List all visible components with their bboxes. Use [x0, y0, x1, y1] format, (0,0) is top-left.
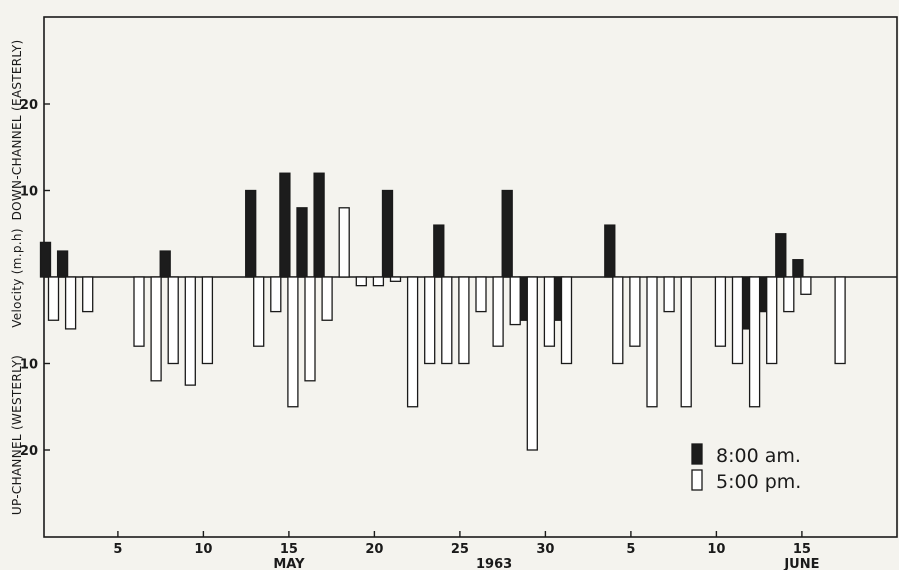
axis-title-down-channel: DOWN-CHANNEL (EASTERLY) — [10, 40, 24, 221]
legend-swatch-5pm — [691, 469, 703, 491]
bar-5pm — [509, 276, 521, 326]
bar-5pm — [406, 276, 419, 408]
x-tick-label: 25 — [451, 542, 469, 557]
x-tick-label: 5 — [113, 542, 122, 557]
bar-5pm — [612, 276, 624, 365]
bar-8am — [56, 250, 69, 278]
bar-8am — [296, 207, 308, 278]
x-tick-label: 10 — [707, 542, 725, 557]
bar-5pm — [424, 276, 436, 365]
year-label: 1963 — [476, 557, 512, 570]
bar-8am — [792, 259, 804, 278]
bar-5pm — [543, 276, 556, 347]
x-tick-label: 15 — [280, 542, 298, 557]
bar-8am — [279, 172, 291, 278]
x-tick-label: 5 — [626, 542, 635, 557]
bar-5pm — [526, 276, 538, 451]
bar-5pm — [184, 276, 196, 386]
bar-8am — [159, 250, 171, 278]
bar-8am — [604, 224, 616, 278]
bar-8am — [245, 189, 257, 278]
bar-5pm — [458, 276, 470, 365]
month-label: MAY — [273, 557, 305, 570]
bar-5pm — [64, 276, 77, 330]
bar-5pm — [800, 276, 812, 295]
bar-5pm — [834, 276, 846, 365]
bar-5pm — [82, 276, 94, 313]
bar-5pm — [629, 276, 641, 347]
bar-5pm — [731, 276, 744, 365]
bar-5pm — [304, 276, 316, 382]
bar-8am — [313, 172, 325, 278]
bar-5pm — [783, 276, 795, 313]
bar-5pm — [560, 276, 573, 365]
axis-title-velocity: Velocity (m.p.h) — [10, 228, 24, 328]
bar-5pm — [372, 276, 385, 287]
bar-5pm — [441, 276, 453, 365]
bar-5pm — [646, 276, 658, 408]
legend-label-5pm: 5:00 pm. — [716, 471, 801, 493]
legend-swatch-8am — [691, 443, 703, 465]
bar-8am — [381, 189, 394, 278]
bar-5pm — [47, 276, 60, 321]
x-tick-label: 20 — [365, 542, 383, 557]
x-tick-label: 10 — [194, 542, 212, 557]
bar-5pm — [766, 276, 778, 365]
bar-5pm — [287, 276, 299, 408]
bar-8am — [501, 189, 513, 278]
bar-5pm — [167, 276, 179, 365]
bar-5pm — [714, 276, 727, 347]
bar-5pm — [389, 276, 402, 282]
bar-5pm — [680, 276, 692, 408]
bar-5pm — [475, 276, 487, 313]
bar-5pm — [253, 276, 265, 347]
y-tick-label: 10 — [20, 358, 38, 373]
y-tick-label: 10 — [20, 185, 38, 200]
bar-5pm — [338, 207, 350, 278]
x-tick-label: 30 — [536, 542, 554, 557]
x-tick-label: 15 — [793, 542, 811, 557]
bar-5pm — [321, 276, 333, 321]
bar-5pm — [133, 276, 145, 347]
bar-8am — [433, 224, 445, 278]
bar-5pm — [201, 276, 214, 365]
bar-5pm — [663, 276, 675, 313]
month-label: JUNE — [783, 557, 819, 570]
bar-8am — [775, 233, 787, 278]
y-tick-label: 20 — [20, 444, 38, 459]
bar-5pm — [150, 276, 162, 382]
bar-5pm — [492, 276, 504, 347]
bar-8am — [39, 241, 52, 278]
axis-title-up-channel: UP-CHANNEL (WESTERLY) — [10, 355, 24, 515]
bar-5pm — [748, 276, 761, 408]
y-tick-label: 20 — [20, 98, 38, 113]
bar-5pm — [355, 276, 367, 287]
legend-label-8am: 8:00 am. — [716, 445, 801, 467]
bar-5pm — [270, 276, 282, 313]
